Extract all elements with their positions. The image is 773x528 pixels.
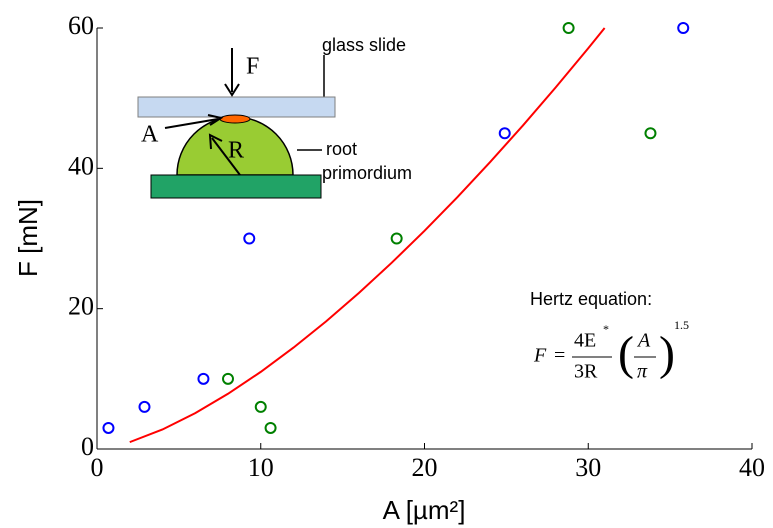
x-tick-label: 40	[739, 453, 765, 482]
inset-diagram: glass slide F A R root primordium	[138, 35, 412, 198]
point	[244, 234, 254, 244]
point	[392, 234, 402, 244]
contact-area	[220, 115, 250, 123]
point	[139, 402, 149, 412]
y-tick-label: 40	[68, 151, 94, 180]
paren: (	[618, 327, 634, 380]
y-tick-label: 0	[81, 432, 94, 461]
label: F	[246, 54, 259, 80]
y-axis-label: F [mN]	[13, 199, 43, 277]
chart: glass slide F A R root primordium Hertz …	[0, 0, 773, 528]
label: root	[326, 139, 357, 159]
label: R	[228, 138, 244, 164]
y-tick-label: 60	[68, 11, 94, 40]
x-tick-label: 20	[412, 453, 438, 482]
point	[256, 402, 266, 412]
point	[678, 23, 688, 33]
point	[645, 128, 655, 138]
equation-part: A	[636, 330, 651, 352]
x-axis-label: A [µm²]	[383, 495, 466, 525]
point	[103, 423, 113, 433]
label: glass slide	[322, 35, 406, 55]
equation-part: 3R	[574, 361, 598, 383]
equation-part: *	[603, 322, 609, 336]
point	[500, 128, 510, 138]
y-tick-label: 20	[68, 292, 94, 321]
equation-part: 1.5	[674, 318, 689, 332]
label: primordium	[322, 163, 412, 183]
point	[223, 374, 233, 384]
equation-part: π	[637, 361, 648, 383]
point	[266, 423, 276, 433]
label: A	[141, 122, 159, 148]
x-tick-label: 10	[248, 453, 274, 482]
point	[564, 23, 574, 33]
equation-part: 4E	[574, 330, 596, 352]
equation-title: Hertz equation:	[530, 289, 652, 309]
substrate	[151, 175, 321, 198]
fit-line	[130, 28, 605, 442]
glass-slide	[138, 97, 335, 117]
equation-part: F	[533, 345, 547, 367]
x-tick-label: 30	[575, 453, 601, 482]
equation: Hertz equation: F = 4E * 3R ( A π ) 1.5	[530, 289, 689, 383]
equation-part: =	[554, 345, 565, 367]
paren: )	[659, 327, 675, 380]
page: glass slide F A R root primordium Hertz …	[0, 0, 773, 528]
point	[198, 374, 208, 384]
